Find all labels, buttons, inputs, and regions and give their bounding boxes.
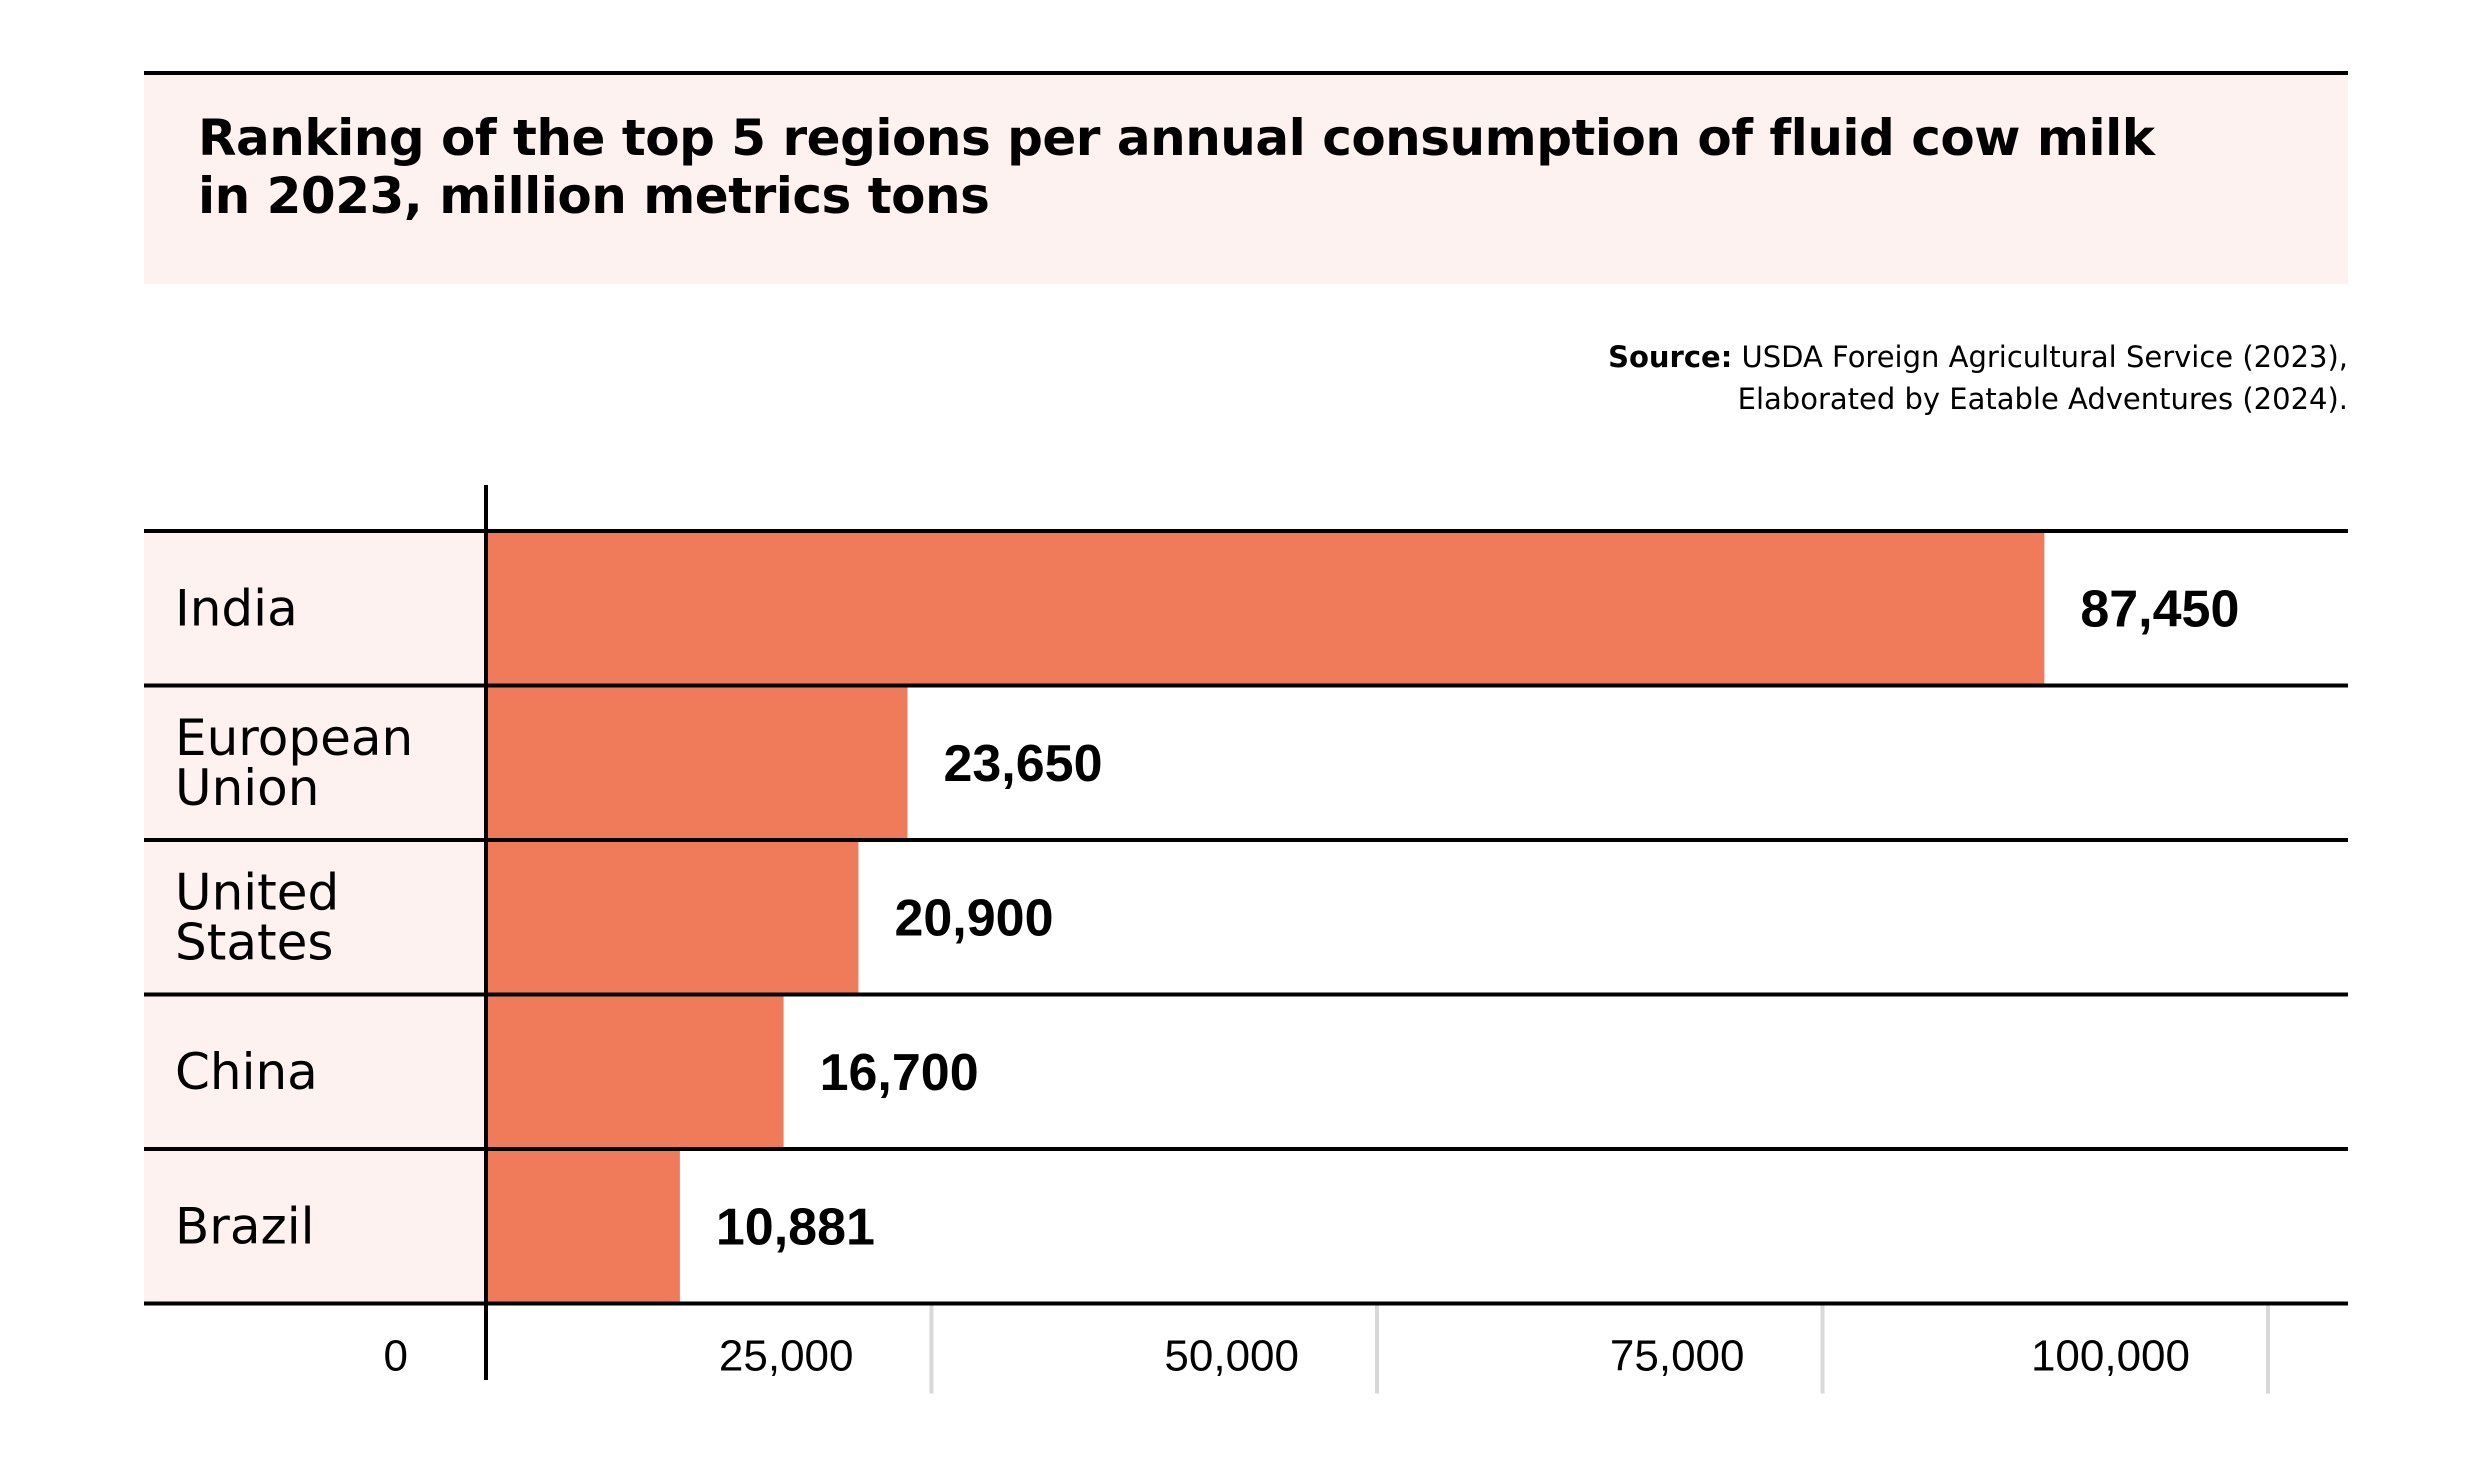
category-label: China	[175, 1043, 318, 1101]
category-band	[144, 840, 486, 995]
bar	[486, 994, 784, 1149]
category-label: India	[175, 579, 298, 637]
source-line-1: USDA Foreign Agricultural Service (2023)…	[1741, 340, 2348, 374]
chart-title: Ranking of the top 5 regions per annual …	[198, 109, 2155, 225]
category-band	[144, 685, 486, 840]
bar	[486, 840, 859, 995]
category-band	[144, 994, 486, 1149]
title-box: Ranking of the top 5 regions per annual …	[144, 71, 2348, 284]
source-label: Source:	[1608, 340, 1733, 374]
value-label: 20,900	[894, 889, 1053, 947]
value-label: 23,650	[943, 735, 1102, 793]
category-label: Brazil	[175, 1197, 315, 1255]
x-tick-label: 0	[384, 1332, 408, 1381]
value-label: 16,700	[820, 1044, 979, 1102]
category-label: European Union	[175, 709, 413, 817]
category-label: United States	[175, 863, 339, 971]
category-band	[144, 531, 486, 686]
source-line-2: Elaborated by Eatable Adventures (2024).	[1737, 382, 2348, 416]
x-tick-label: 75,000	[1610, 1332, 1745, 1381]
value-label: 10,881	[716, 1198, 875, 1256]
category-band	[144, 1149, 486, 1304]
value-label: 87,450	[2080, 580, 2239, 638]
bar	[486, 531, 2045, 686]
x-tick-label: 100,000	[2031, 1332, 2190, 1381]
bar	[486, 1149, 680, 1304]
bar	[486, 685, 908, 840]
source-note: Source: USDA Foreign Agricultural Servic…	[1608, 336, 2348, 420]
x-tick-label: 50,000	[1164, 1332, 1299, 1381]
x-tick-label: 25,000	[719, 1332, 854, 1381]
